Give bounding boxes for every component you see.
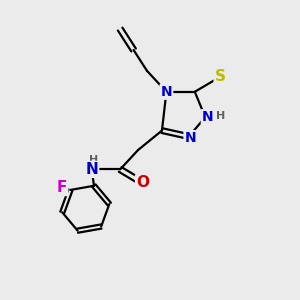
Text: H: H xyxy=(89,155,98,165)
Text: O: O xyxy=(136,175,149,190)
Text: S: S xyxy=(215,69,226,84)
Text: N: N xyxy=(184,131,196,145)
Text: N: N xyxy=(160,85,172,99)
Text: F: F xyxy=(57,180,67,195)
Text: N: N xyxy=(85,162,98,177)
Text: H: H xyxy=(216,111,225,121)
Text: N: N xyxy=(202,110,213,124)
